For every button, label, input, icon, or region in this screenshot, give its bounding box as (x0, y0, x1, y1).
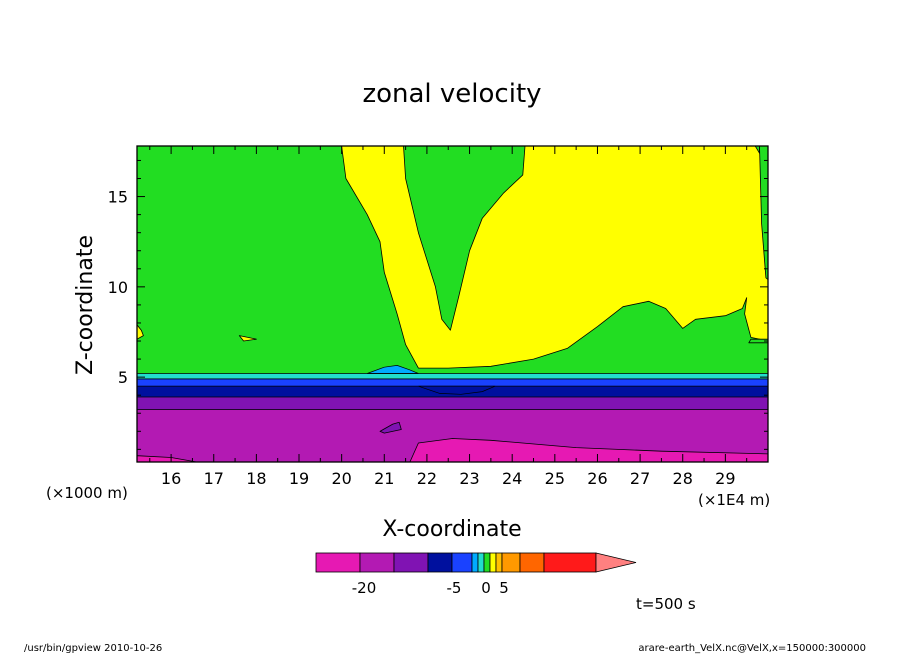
region-yellow-plume (341, 146, 768, 369)
y-axis-label: Z-coordinate (73, 235, 98, 375)
x-tick-label: 23 (459, 469, 479, 488)
colorbar-segment (519, 552, 545, 573)
plot-area (136, 145, 769, 463)
region-green-cutout-right (759, 146, 768, 281)
colorbar-segment (543, 552, 597, 573)
region-yellow-speck-left (137, 324, 144, 340)
x-axis-unit-left: (×1000 m) (46, 484, 128, 502)
region-green-cutout-bottom-right (748, 338, 768, 344)
plot-frame (136, 145, 769, 463)
x-axis-unit-right: (×1E4 m) (698, 491, 770, 509)
region-yellow-speck-mid (238, 335, 257, 342)
x-tick-label: 22 (417, 469, 437, 488)
colorbar-segment (359, 552, 395, 573)
colorbar-segment (483, 552, 491, 573)
x-tick-label: 29 (715, 469, 735, 488)
footer-right: arare-earth_VelX.nc@VelX,x=150000:300000 (638, 643, 866, 654)
colorbar-tick-label: 5 (499, 579, 509, 597)
x-axis-label: X-coordinate (382, 517, 521, 542)
band-layer-cyan (137, 373, 768, 379)
x-tick-label: 17 (204, 469, 224, 488)
colorbar-segment (471, 552, 479, 573)
x-tick-label: 24 (502, 469, 522, 488)
chart-title: zonal velocity (362, 79, 541, 109)
x-tick-label: 21 (374, 469, 394, 488)
colorbar-segment (315, 552, 361, 573)
x-tick-label: 18 (246, 469, 266, 488)
colorbar-segment (495, 552, 503, 573)
x-tick-label: 28 (673, 469, 693, 488)
colorbar-segment (427, 552, 453, 573)
x-tick-label: 19 (289, 469, 309, 488)
region-small-island (379, 421, 402, 434)
colorbar-segment (477, 552, 485, 573)
y-axis: 5 10 15 (108, 159, 768, 450)
band-layer-purple (137, 396, 768, 410)
colorbar: -20 -5 0 5 (315, 552, 637, 597)
colorbar-overflow-arrow (595, 552, 637, 573)
x-tick-label: 20 (331, 469, 351, 488)
x-axis: 16 17 18 19 20 21 22 23 24 25 26 27 28 29 (149, 146, 748, 488)
footer-left: /usr/bin/gpview 2010-10-26 (24, 643, 162, 654)
region-surface-max-negative (409, 438, 768, 462)
band-layer-blue (137, 378, 768, 387)
x-tick-label: 27 (630, 469, 650, 488)
y-tick-label: 15 (108, 188, 128, 207)
colorbar-segment (451, 552, 473, 573)
y-tick-label: 10 (108, 278, 128, 297)
y-tick-label: 5 (118, 368, 128, 387)
colorbar-segment (489, 552, 497, 573)
colorbar-tick-label: -5 (447, 579, 462, 597)
x-tick-label: 25 (545, 469, 565, 488)
colorbar-tick-label: 0 (481, 579, 491, 597)
x-tick-label: 26 (587, 469, 607, 488)
x-tick-label: 16 (161, 469, 181, 488)
colorbar-segment (393, 552, 429, 573)
time-label: t=500 s (636, 595, 696, 613)
colorbar-segment (501, 552, 521, 573)
colorbar-tick-label: -20 (352, 579, 377, 597)
